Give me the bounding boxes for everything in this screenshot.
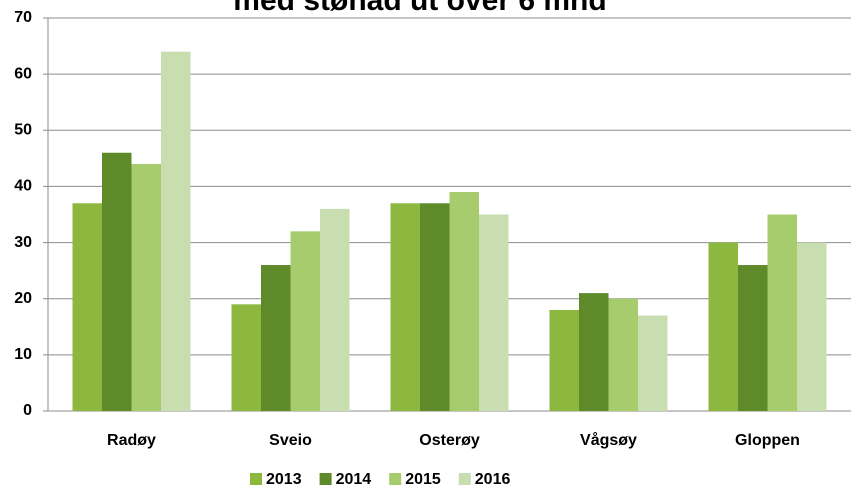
x-tick-label: Gloppen	[735, 432, 800, 449]
x-tick-label: Osterøy	[419, 432, 480, 449]
y-tick-label: 60	[14, 65, 32, 82]
bar	[131, 163, 161, 411]
bar	[797, 242, 827, 411]
y-tick-label: 10	[14, 346, 32, 363]
bar	[638, 315, 668, 411]
legend-swatch	[250, 473, 262, 485]
bar	[608, 298, 638, 411]
bar	[161, 51, 191, 411]
y-tick-label: 40	[14, 178, 32, 195]
y-tick-label: 20	[14, 290, 32, 307]
bar	[420, 203, 450, 411]
bar	[449, 192, 479, 411]
bar	[738, 265, 768, 411]
bar	[261, 265, 291, 411]
legend-label: 2016	[475, 471, 511, 488]
bar	[708, 242, 738, 411]
x-tick-label: Radøy	[107, 432, 156, 449]
y-tick-label: 30	[14, 234, 32, 251]
x-tick-label: Sveio	[269, 432, 312, 449]
bar	[102, 152, 132, 411]
bar	[72, 203, 102, 411]
legend-label: 2013	[266, 471, 302, 488]
legend-label: 2015	[405, 471, 441, 488]
y-tick-label: 50	[14, 122, 32, 139]
legend-label: 2014	[336, 471, 372, 488]
bar	[479, 214, 509, 411]
bar	[767, 214, 797, 411]
y-tick-label: 70	[14, 9, 32, 26]
legend-swatch	[458, 473, 471, 485]
bar	[579, 293, 609, 411]
x-tick-label: Vågsøy	[580, 431, 637, 449]
bar	[390, 203, 420, 411]
y-tick-label: 0	[23, 402, 32, 419]
legend-swatch	[319, 473, 332, 485]
legend-swatch	[389, 473, 402, 485]
bar	[290, 231, 320, 411]
bar	[231, 304, 261, 411]
bar	[320, 208, 350, 411]
chart-title: med stønad ut over 6 mnd	[233, 0, 606, 17]
bar	[549, 309, 579, 411]
